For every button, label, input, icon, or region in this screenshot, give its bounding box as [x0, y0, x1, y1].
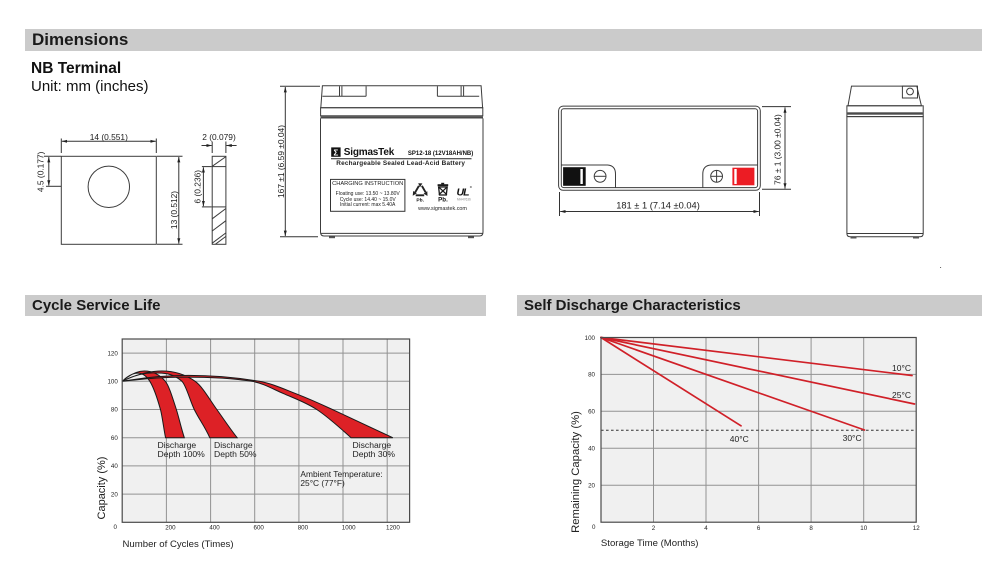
svg-text:13 (0.512): 13 (0.512): [169, 191, 179, 229]
svg-text:200: 200: [165, 524, 176, 531]
svg-text:80: 80: [588, 372, 595, 379]
svg-text:Pb.: Pb.: [416, 197, 424, 203]
svg-text:6 (0.236): 6 (0.236): [193, 170, 203, 204]
svg-text:0: 0: [592, 524, 596, 531]
svg-text:20: 20: [588, 482, 595, 489]
svg-text:14 (0.551): 14 (0.551): [90, 132, 128, 142]
svg-text:2 (0.079): 2 (0.079): [202, 132, 236, 142]
svg-text:Σ: Σ: [333, 148, 338, 157]
svg-text:4: 4: [704, 525, 708, 532]
svg-text:100: 100: [585, 335, 596, 342]
svg-text:60: 60: [111, 435, 118, 442]
svg-text:80: 80: [111, 407, 118, 414]
svg-text:1200: 1200: [386, 524, 400, 531]
svg-text:60: 60: [588, 409, 595, 416]
svg-text:600: 600: [254, 524, 265, 531]
svg-text:400: 400: [209, 524, 220, 531]
svg-text:100: 100: [107, 379, 118, 386]
svg-text:120: 120: [107, 350, 118, 357]
svg-text:40: 40: [588, 446, 595, 453]
svg-text:76 ± 1 (3.00 ±0.04): 76 ± 1 (3.00 ±0.04): [773, 114, 783, 185]
svg-text:MH47636: MH47636: [457, 197, 471, 201]
svg-text:40: 40: [111, 463, 118, 470]
svg-text:0: 0: [114, 524, 118, 531]
svg-text:1000: 1000: [342, 524, 356, 531]
svg-text:8: 8: [809, 525, 813, 532]
svg-text:20: 20: [111, 491, 118, 498]
svg-text:2: 2: [652, 525, 656, 532]
svg-text:6: 6: [757, 525, 761, 532]
svg-text:UL: UL: [457, 186, 470, 198]
svg-text:Pb.: Pb.: [438, 197, 448, 204]
svg-text:.: .: [940, 260, 942, 270]
svg-text:4.5 (0.177): 4.5 (0.177): [36, 151, 46, 192]
svg-text:167 ±1 (6.59 ±0.04): 167 ±1 (6.59 ±0.04): [276, 125, 286, 198]
svg-text:181 ± 1 (7.14 ±0.04): 181 ± 1 (7.14 ±0.04): [616, 201, 700, 211]
svg-text:800: 800: [298, 524, 309, 531]
svg-text:10: 10: [860, 525, 867, 532]
svg-text:12: 12: [913, 525, 920, 532]
